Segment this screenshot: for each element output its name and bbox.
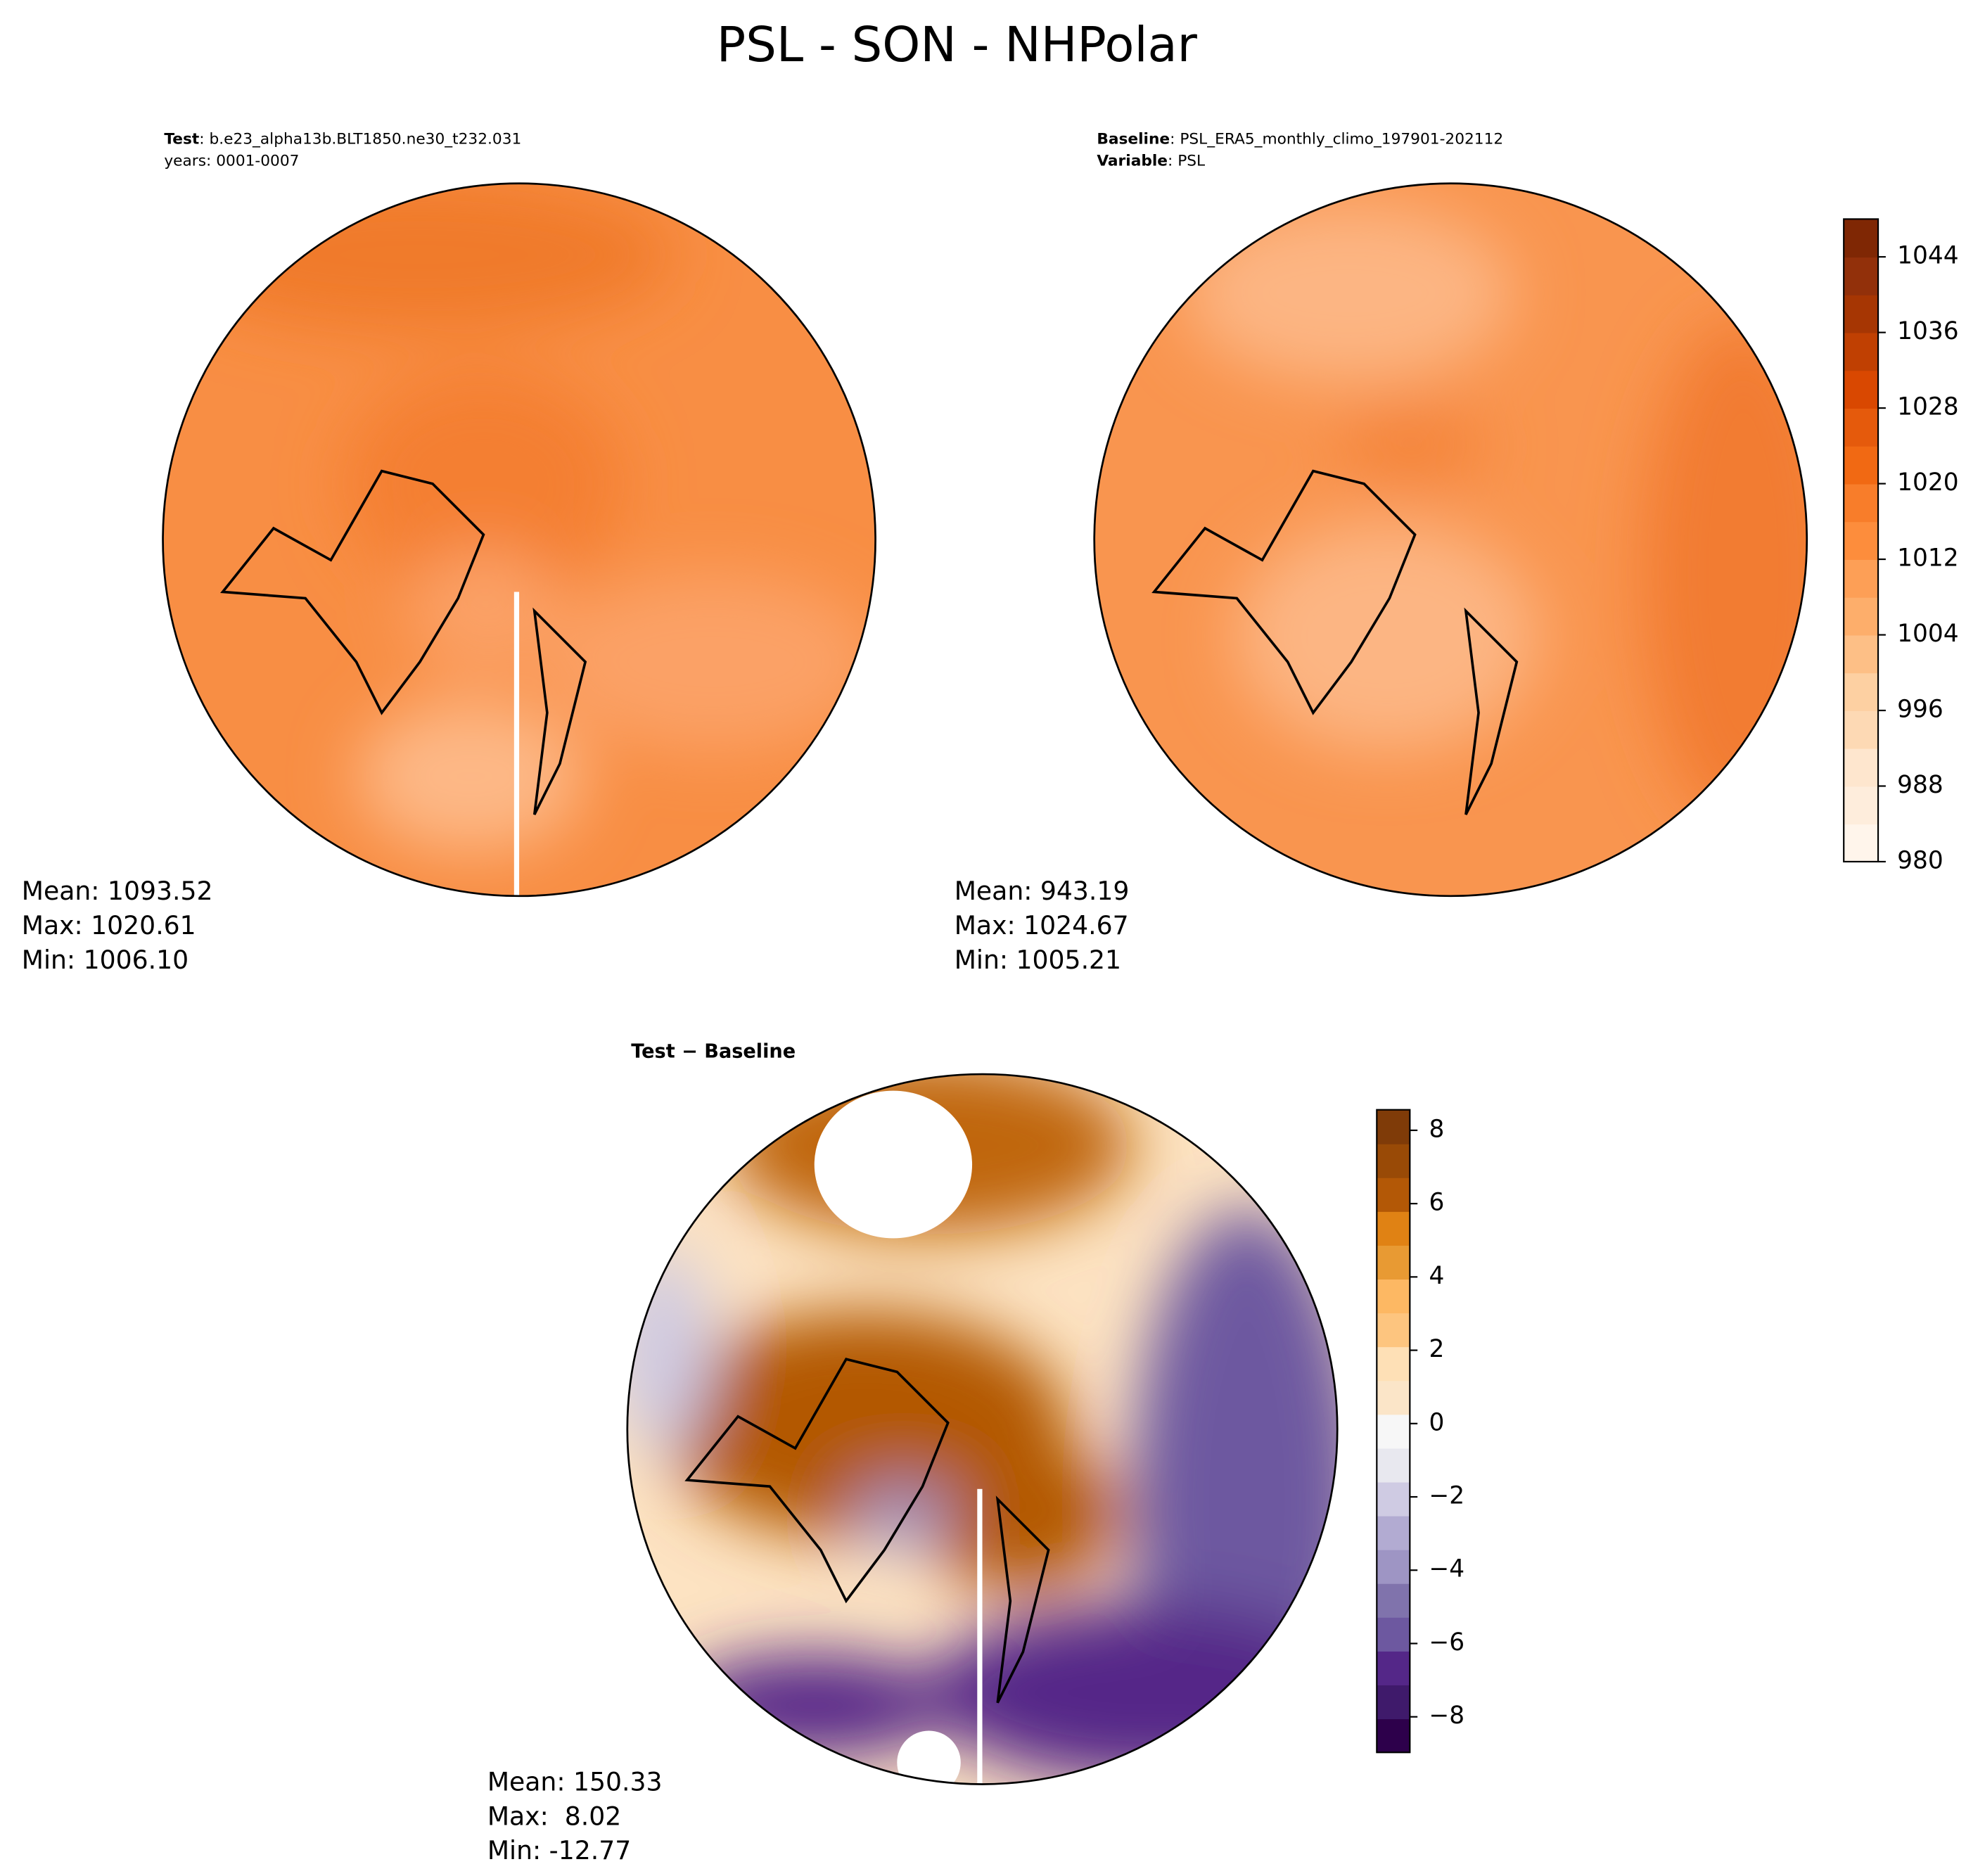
colorbar-tick-label: 1036 <box>1897 317 1958 345</box>
header-line: Variable: PSL <box>1097 152 1205 170</box>
colorbar-level <box>1377 1313 1410 1348</box>
colorbar-level <box>1377 1718 1410 1754</box>
colorbar-tick-label: 1004 <box>1897 620 1958 648</box>
header-value: : PSL_ERA5_monthly_climo_197901-202112 <box>1170 131 1503 148</box>
colorbar-level <box>1844 408 1879 447</box>
header-key: Test <box>164 131 199 148</box>
colorbar-level <box>1844 370 1879 409</box>
colorbar-level <box>1844 559 1879 598</box>
colorbar-tick-label: 6 <box>1429 1189 1444 1217</box>
colorbar-level <box>1377 1414 1410 1449</box>
colorbar-tick-label: −8 <box>1429 1702 1464 1730</box>
colorbar-level <box>1377 1685 1410 1720</box>
stat-line: Max: 8.02 <box>487 1801 621 1831</box>
colorbar-tick-label: 1028 <box>1897 393 1958 421</box>
colorbar-tick-label: 1012 <box>1897 544 1958 573</box>
colorbar-level <box>1377 1380 1410 1415</box>
header-value: : PSL <box>1168 152 1205 170</box>
colorbar-tick-label: 8 <box>1429 1115 1444 1143</box>
colorbar-tick-label: −2 <box>1429 1482 1464 1510</box>
title: PSL - SON - NHPolar <box>717 17 1198 73</box>
colorbar-level <box>1844 257 1879 295</box>
colorbar-level <box>1844 219 1879 258</box>
colorbar-level <box>1844 483 1879 523</box>
header-value: : b.e23_alpha13b.BLT1850.ne30_t232.031 <box>199 131 521 148</box>
colorbar-tick-label: 2 <box>1429 1335 1444 1363</box>
coastline <box>684 1358 1050 1704</box>
colorbar-level <box>1377 1211 1410 1246</box>
coastline <box>220 469 587 815</box>
colorbar-tick-label: −6 <box>1429 1628 1464 1657</box>
colorbar-level <box>1377 1651 1410 1685</box>
colorbar-tick-label: 996 <box>1897 696 1943 724</box>
colorbar-level <box>1377 1481 1410 1517</box>
stat-line: Mean: 943.19 <box>955 876 1130 906</box>
stat-line: Min: 1005.21 <box>955 945 1121 975</box>
header-key: Baseline <box>1097 131 1170 148</box>
colorbar-tick-label: 1044 <box>1897 242 1958 270</box>
map-border <box>162 182 876 898</box>
colorbar-level <box>1844 672 1879 711</box>
colorbar-tick-label: 4 <box>1429 1262 1444 1290</box>
colorbar-level <box>1844 445 1879 485</box>
colorbar-level <box>1844 521 1879 560</box>
header-key: Test − Baseline <box>631 1041 796 1063</box>
colorbar-level <box>1844 748 1879 787</box>
colorbar-level <box>1377 1448 1410 1483</box>
map-test <box>162 183 876 896</box>
colorbar-level <box>1844 634 1879 674</box>
colorbar-tick-label: 980 <box>1897 846 1943 874</box>
colorbar-frame <box>1376 1109 1411 1754</box>
stat-line: Max: 1024.67 <box>955 910 1129 940</box>
colorbar-level <box>1377 1143 1410 1178</box>
colorbar-level <box>1377 1245 1410 1280</box>
colorbar-level <box>1377 1177 1410 1212</box>
header-line: Baseline: PSL_ERA5_monthly_climo_197901-… <box>1097 131 1503 148</box>
colorbar-level <box>1844 332 1879 371</box>
colorbar-level <box>1844 596 1879 636</box>
header-key: Variable <box>1097 152 1168 170</box>
colorbar-level <box>1377 1583 1410 1618</box>
colorbar-level <box>1377 1109 1410 1144</box>
stat-line: Mean: 1093.52 <box>22 876 213 906</box>
colorbar-level <box>1844 824 1879 862</box>
colorbar-tick-label: 1020 <box>1897 468 1958 497</box>
map-border <box>626 1073 1339 1785</box>
stat-line: Min: -12.77 <box>487 1835 631 1865</box>
colorbar-level <box>1377 1515 1410 1550</box>
stat-line: Max: 1020.61 <box>22 910 196 940</box>
colorbar-frame <box>1843 218 1879 863</box>
colorbar-tick-label: 0 <box>1429 1408 1444 1436</box>
header-line: Test − Baseline <box>631 1041 796 1063</box>
colorbar-level <box>1844 786 1879 825</box>
header-line: Test: b.e23_alpha13b.BLT1850.ne30_t232.0… <box>164 131 521 148</box>
colorbar-level <box>1377 1279 1410 1314</box>
header-line: years: 0001-0007 <box>164 152 299 170</box>
stat-line: Min: 1006.10 <box>22 945 189 975</box>
colorbar-level <box>1844 294 1879 333</box>
map-border <box>1093 182 1808 898</box>
colorbar-level <box>1844 710 1879 749</box>
coastline <box>1151 469 1519 815</box>
header-value: years: 0001-0007 <box>164 152 299 170</box>
colorbar-level <box>1377 1616 1410 1652</box>
colorbar-tick-label: 988 <box>1897 771 1943 799</box>
colorbar-level <box>1377 1549 1410 1584</box>
colorbar-level <box>1377 1346 1410 1382</box>
colorbar-tick-label: −4 <box>1429 1555 1464 1583</box>
stat-line: Mean: 150.33 <box>487 1767 663 1797</box>
map-difference <box>627 1074 1338 1785</box>
